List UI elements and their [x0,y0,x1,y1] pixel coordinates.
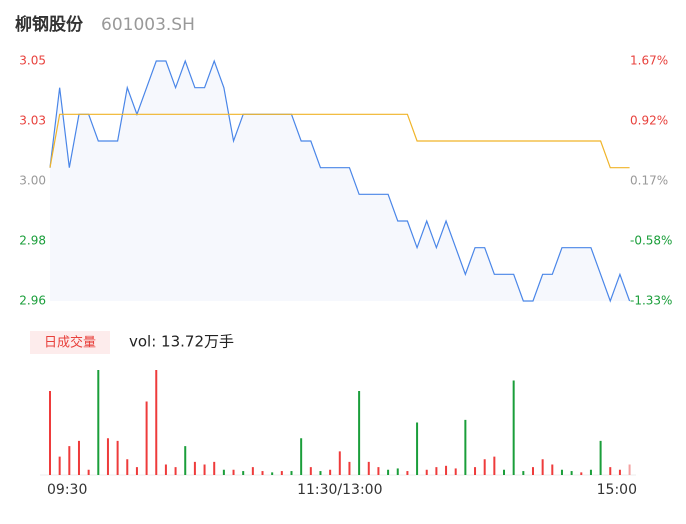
y-tick-label: 3.05 [19,54,46,68]
volume-bar [126,459,129,475]
volume-bar [49,391,51,475]
volume-bar [300,438,303,475]
volume-badge [30,331,110,354]
volume-bar [522,471,525,475]
volume-title: 日成交量 [44,335,96,351]
stock-code: 601003.SH [101,15,195,35]
volume-bar [377,467,380,475]
volume-bar [503,469,506,475]
volume-bar [271,472,274,475]
volume-bar [348,461,351,475]
y-tick-label: 2.98 [19,234,46,248]
y2-tick-label: -1.33% [630,294,672,308]
volume-bar [425,469,428,475]
volume-bar [145,401,148,475]
volume-bar [68,446,71,475]
volume-bar [445,465,448,475]
volume-bar [551,464,554,475]
volume-bar [358,391,361,475]
volume-bar [155,370,158,475]
volume-bar [580,472,583,475]
volume-bar [174,467,177,475]
volume-bar [618,469,621,475]
volume-bar [222,469,225,475]
volume-bar [531,467,534,475]
volume-bar [184,446,187,475]
stock-name: 柳钢股份 [15,14,84,35]
volume-bar [290,471,293,475]
volume-bar [454,468,457,475]
volume-total: vol: 13.72万手 [129,333,234,351]
price-line [49,59,631,303]
volume-bar [464,419,467,475]
y-tick-label: 3.03 [19,114,46,128]
volume-bar [416,422,419,475]
volume-bar [97,370,100,475]
volume-bar [512,380,515,475]
volume-bar [406,471,409,475]
y-tick-label: 3.00 [19,174,46,188]
volume-bar [483,459,486,475]
volume-bar [213,461,216,475]
average-line [49,113,630,169]
volume-bar [589,469,592,475]
volume-bar [87,469,90,475]
volume-bar [116,440,119,475]
volume-bar [309,467,312,475]
volume-bar [106,438,109,475]
x-tick-label: 09:30 [47,482,87,498]
price-area [50,61,630,301]
volume-bar [135,467,138,475]
volume-bar [474,467,477,475]
volume-bar [570,471,573,475]
volume-bar [387,469,390,475]
volume-bar [193,461,196,475]
y2-tick-label: 0.17% [630,174,668,188]
volume-bar [242,471,245,475]
volume-bar [58,456,61,475]
volume-bar [396,468,399,475]
volume-bar [251,467,254,475]
y2-tick-label: 0.92% [630,114,668,128]
volume-bar [541,459,544,475]
x-tick-label: 11:30/13:00 [297,482,382,498]
volume-bar [77,440,80,475]
volume-bar [338,451,341,475]
volume-bar [280,471,283,475]
volume-bar [164,464,167,475]
volume-bar [599,440,602,475]
volume-bar [609,467,612,475]
volume-bar [435,467,438,475]
volume-bar [628,464,631,475]
volume-bar [367,461,370,475]
volume-bar [232,469,235,475]
volume-bar [203,464,206,475]
volume-bar [261,471,264,475]
y2-tick-label: -0.58% [630,234,672,248]
volume-bar [319,471,322,475]
y-tick-label: 2.96 [19,294,46,308]
volume-bar [329,469,332,475]
x-tick-label: 15:00 [597,482,637,498]
volume-bar [560,469,563,475]
y2-tick-label: 1.67% [630,54,668,68]
volume-bar [493,456,496,475]
